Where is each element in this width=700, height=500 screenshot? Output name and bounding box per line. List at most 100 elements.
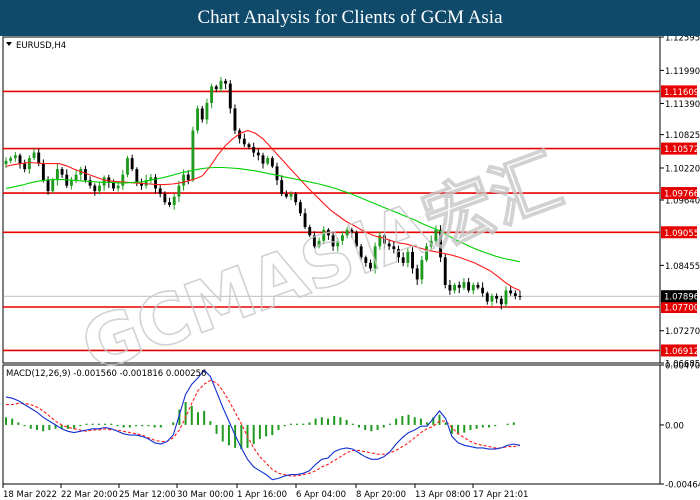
candle-body xyxy=(172,196,176,205)
time-tick-label: 8 Apr 20:00 xyxy=(356,490,406,500)
candle-body xyxy=(457,284,461,288)
candle-body xyxy=(46,180,50,192)
macd-panel: 0.004709 0.00 -0.00464 xyxy=(5,362,700,491)
candle-body xyxy=(196,108,200,131)
candle-body xyxy=(425,246,428,261)
price-tick-label: 1.10220 xyxy=(665,165,700,175)
candle-body xyxy=(228,83,232,109)
candle-body xyxy=(513,293,517,296)
candle-body xyxy=(317,240,321,247)
level-tag xyxy=(661,85,697,98)
candle-body xyxy=(233,108,237,131)
symbol-dropdown-icon xyxy=(6,42,12,46)
candle-body xyxy=(509,290,513,294)
price-tick-label: 1.11990 xyxy=(665,67,700,77)
candle-body xyxy=(280,180,284,194)
candle-body xyxy=(200,108,204,120)
candle-body xyxy=(331,235,335,247)
candle-body xyxy=(219,80,223,90)
candle-body xyxy=(495,295,499,299)
candle-body xyxy=(116,185,120,189)
current-price-tag xyxy=(661,290,697,303)
candle-body xyxy=(32,152,36,159)
candle-body xyxy=(23,163,27,170)
candle-body xyxy=(345,229,349,236)
level-label: 1.11609 xyxy=(664,88,699,98)
candle-body xyxy=(369,262,372,269)
candle-body xyxy=(266,158,270,164)
candle-body xyxy=(191,130,195,181)
price-tick-label: 1.12595 xyxy=(665,36,700,44)
candle-body xyxy=(504,290,508,305)
candle-body xyxy=(499,298,503,305)
candle-body xyxy=(383,235,386,244)
candle-body xyxy=(130,158,134,170)
candle-body xyxy=(88,180,92,186)
candle-body xyxy=(4,160,8,165)
candle-body xyxy=(275,166,279,181)
macd-signal-line xyxy=(6,379,521,477)
time-tick-label: 18 Mar 2022 xyxy=(3,490,57,500)
candle-body xyxy=(238,130,242,139)
candle-body xyxy=(364,257,368,263)
candle-body xyxy=(448,284,452,291)
candle-body xyxy=(177,185,181,197)
price-tick-label: 1.07270 xyxy=(665,327,700,337)
candle-body xyxy=(83,169,87,181)
level-label: 1.09766 xyxy=(664,190,699,200)
chart-header: Chart Analysis for Clients of GCM Asia xyxy=(0,0,700,36)
candle-body xyxy=(322,229,326,241)
candle-body xyxy=(18,155,22,164)
candle-body xyxy=(270,158,274,167)
ma-slow-line xyxy=(5,166,521,263)
symbol-title: EURUSD,H4 xyxy=(16,41,66,51)
ma-fast-line xyxy=(5,129,521,292)
candle-body xyxy=(284,193,288,197)
candle-body xyxy=(205,102,209,120)
candle-body xyxy=(93,185,97,192)
price-axis: 1.12595 1.11990 1.11390 1.10825 1.10220 1.096… xyxy=(660,36,700,370)
candle-body xyxy=(210,86,214,103)
candle-body xyxy=(429,240,433,247)
candle-body xyxy=(340,235,344,241)
candle-body xyxy=(149,177,153,181)
candle-body xyxy=(126,158,129,175)
candle-body xyxy=(158,188,162,194)
level-label: 1.10572 xyxy=(664,145,699,155)
candle-body xyxy=(485,293,489,302)
candle-body xyxy=(420,260,424,280)
chart-area: 1.12595 1.11990 1.11390 1.10825 1.10220 1.096… xyxy=(2,36,700,500)
candle-body xyxy=(74,174,78,181)
candle-body xyxy=(112,182,115,189)
candle-body xyxy=(252,147,256,153)
candle-body xyxy=(471,284,475,291)
candle-body xyxy=(406,251,410,263)
time-tick-label: 6 Apr 04:00 xyxy=(296,490,346,500)
candle-body xyxy=(154,177,157,189)
macd-title: MACD(12,26,9) -0.001560 -0.001816 0.0002… xyxy=(6,369,206,379)
candle-body xyxy=(261,155,265,164)
current-price-label: 1.07896 xyxy=(664,293,699,303)
level-tag xyxy=(661,187,697,200)
header-title: Chart Analysis for Clients of GCM Asia xyxy=(197,7,503,28)
candle-body xyxy=(140,182,143,186)
price-tick-label: 1.11390 xyxy=(665,100,700,110)
candle-body xyxy=(467,282,471,291)
candle-body xyxy=(453,284,457,291)
candle-body xyxy=(247,144,251,148)
candle-body xyxy=(55,169,59,181)
time-axis: 18 Mar 2022 22 Mar 20:00 25 Mar 12:00 30 Ma… xyxy=(2,484,528,500)
time-tick-label: 17 Apr 21:01 xyxy=(473,490,528,500)
candle-body xyxy=(336,240,340,247)
candle-body xyxy=(350,229,354,233)
support-resistance-levels: 1.11609 1.10572 1.09766 1.09055 1.07700 1.069… xyxy=(3,85,699,357)
macd-main-line xyxy=(5,369,521,481)
candle-body xyxy=(102,177,106,186)
candle-body xyxy=(98,185,101,192)
level-label: 1.07700 xyxy=(664,304,699,314)
candle-body xyxy=(186,174,190,181)
candle-body xyxy=(397,249,400,258)
candle-body xyxy=(163,193,167,203)
level-label: 1.06912 xyxy=(664,347,699,357)
candle-body xyxy=(312,235,316,247)
